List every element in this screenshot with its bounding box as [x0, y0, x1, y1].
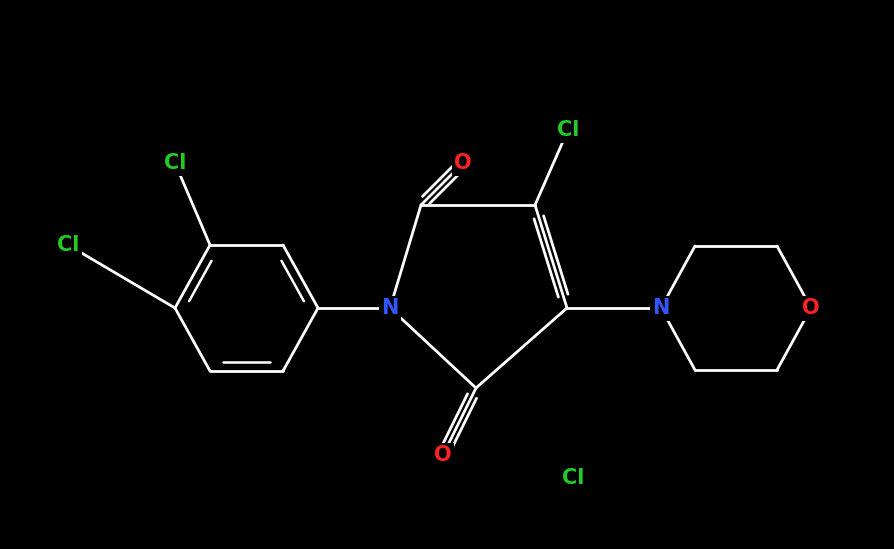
- Text: O: O: [454, 153, 472, 173]
- Text: O: O: [802, 298, 820, 318]
- Text: Cl: Cl: [561, 468, 584, 488]
- Text: O: O: [434, 445, 451, 465]
- Text: N: N: [653, 298, 670, 318]
- Text: Cl: Cl: [557, 120, 579, 140]
- Text: Cl: Cl: [57, 235, 80, 255]
- Text: N: N: [382, 298, 399, 318]
- Text: Cl: Cl: [164, 153, 186, 173]
